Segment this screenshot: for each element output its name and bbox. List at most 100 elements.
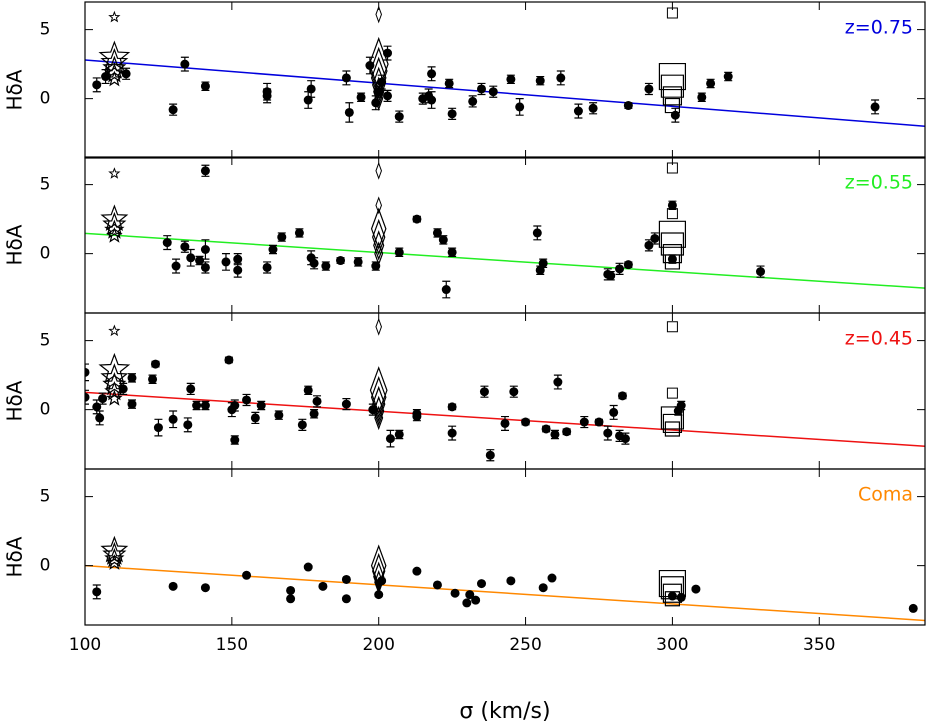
point [341, 73, 351, 83]
point [547, 573, 557, 583]
point [488, 87, 498, 97]
point [538, 583, 548, 593]
point [697, 92, 707, 102]
point [383, 91, 393, 101]
star [98, 40, 131, 71]
x-tick-label: 250 [509, 635, 541, 655]
point [286, 594, 296, 604]
square [660, 406, 685, 430]
point [553, 377, 563, 387]
point [506, 74, 516, 84]
panel-label: z=0.45 [845, 328, 913, 350]
point [318, 581, 328, 591]
y-tick-label: 5 [40, 175, 51, 195]
point [221, 257, 231, 267]
star [100, 204, 129, 231]
square [664, 97, 681, 114]
star-outlier [108, 10, 121, 23]
point [471, 595, 481, 605]
y-axis-label: HδA [3, 224, 27, 265]
point [200, 166, 210, 176]
plot-area [85, 5, 925, 127]
point [444, 78, 454, 88]
point [195, 256, 205, 266]
point [309, 258, 319, 268]
square [662, 86, 683, 106]
diamond-outlier [375, 161, 382, 180]
panel-frame [84, 156, 926, 314]
point [256, 400, 266, 410]
point [306, 84, 316, 94]
point [277, 232, 287, 242]
point [606, 271, 616, 281]
diamond [372, 218, 386, 256]
point [85, 392, 90, 402]
point [312, 396, 322, 406]
point [556, 73, 566, 83]
point [230, 435, 240, 445]
star-outlier [108, 167, 121, 179]
point [412, 214, 422, 224]
point [427, 95, 437, 105]
point [286, 585, 296, 595]
point [171, 261, 181, 271]
point [667, 254, 677, 264]
point [341, 574, 351, 584]
point [500, 418, 510, 428]
diamond [368, 36, 389, 92]
point [183, 420, 193, 430]
point [98, 394, 108, 404]
diamond [370, 375, 387, 419]
point [394, 112, 404, 122]
fit-line [85, 564, 925, 622]
point [538, 258, 548, 268]
panel-label: z=0.55 [845, 172, 913, 194]
point [162, 238, 172, 248]
square-outlier [666, 208, 678, 220]
point [412, 412, 422, 422]
fit-line [85, 232, 925, 289]
point [200, 81, 210, 91]
point [644, 84, 654, 94]
point [101, 72, 111, 82]
point [723, 72, 733, 82]
point [309, 409, 319, 419]
point [148, 374, 158, 384]
star [98, 352, 131, 384]
x-axis-label: σ (km/s) [459, 699, 550, 724]
point [374, 590, 384, 600]
star [100, 535, 129, 563]
y-tick-label: 0 [40, 89, 51, 109]
square [662, 244, 683, 264]
point [441, 285, 451, 295]
point [200, 583, 210, 593]
point [274, 410, 284, 420]
point [579, 417, 589, 427]
point [667, 200, 677, 210]
point [200, 400, 210, 410]
panel-frame [84, 468, 926, 626]
point [573, 106, 583, 116]
point [186, 384, 196, 394]
point [477, 84, 487, 94]
diamond [370, 56, 387, 100]
point [224, 355, 234, 365]
point [468, 96, 478, 106]
point [588, 103, 598, 113]
point [303, 562, 313, 572]
plot-area [85, 317, 925, 462]
point [623, 260, 633, 270]
point [95, 413, 105, 423]
point [603, 428, 613, 438]
point [676, 400, 686, 410]
point [192, 400, 202, 410]
point [341, 399, 351, 409]
point [168, 414, 178, 424]
point [242, 395, 252, 405]
point [294, 228, 304, 238]
point [691, 584, 701, 594]
star [102, 211, 127, 235]
point [168, 581, 178, 591]
square [658, 62, 687, 91]
